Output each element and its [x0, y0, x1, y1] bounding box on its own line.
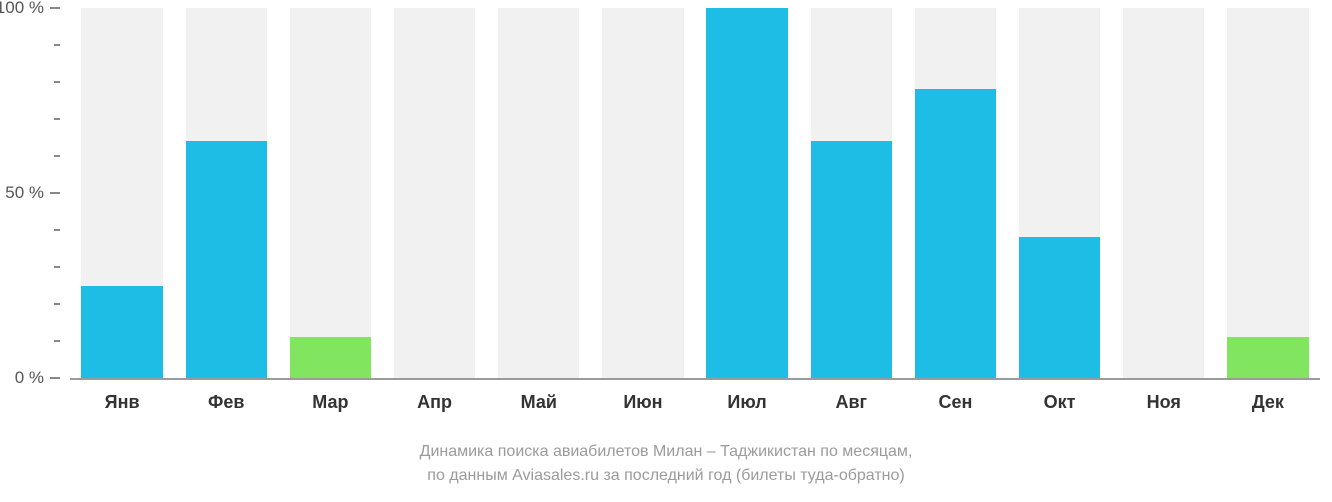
- bar-slot: Май: [498, 8, 579, 378]
- bar-background: [290, 8, 371, 378]
- y-tick-major: 100 %: [0, 0, 60, 18]
- tick-mark-icon: [54, 155, 60, 157]
- bar-background: [1227, 8, 1308, 378]
- bar-value: [81, 286, 162, 379]
- bar-slot: Сен: [915, 8, 996, 378]
- bar-slot: Мар: [290, 8, 371, 378]
- y-tick-label: 100 %: [0, 0, 44, 18]
- x-axis-label: Апр: [417, 392, 452, 413]
- x-axis-label: Мар: [312, 392, 348, 413]
- bar-value: [186, 141, 267, 378]
- x-axis-label: Окт: [1044, 392, 1076, 413]
- y-tick-minor: [54, 44, 60, 46]
- plot-area: Янв Фев Мар Апр Май Июн Июл Авг Сен Окт Ноя Дек: [70, 8, 1320, 378]
- tick-mark-icon: [54, 303, 60, 305]
- bar-background: [602, 8, 683, 378]
- y-tick-minor: [54, 266, 60, 268]
- tick-mark-icon: [54, 118, 60, 120]
- x-axis-label: Ноя: [1147, 392, 1181, 413]
- x-axis-label: Сен: [938, 392, 972, 413]
- x-axis-label: Июл: [727, 392, 766, 413]
- x-axis-baseline: [70, 378, 1320, 380]
- bar-slot: Авг: [811, 8, 892, 378]
- bar-background: [394, 8, 475, 378]
- y-tick-minor: [54, 229, 60, 231]
- bar-value: [1227, 337, 1308, 378]
- caption-line-2: по данным Aviasales.ru за последний год …: [427, 467, 904, 484]
- bar-slot: Апр: [394, 8, 475, 378]
- tick-mark-icon: [54, 81, 60, 83]
- tick-mark-icon: [50, 192, 60, 194]
- y-tick-minor: [54, 303, 60, 305]
- x-axis-label: Авг: [835, 392, 867, 413]
- bar-value: [706, 8, 787, 378]
- x-axis-label: Май: [521, 392, 557, 413]
- bar-slot: Фев: [186, 8, 267, 378]
- y-tick-major: 0 %: [15, 368, 60, 388]
- bar-background: [498, 8, 579, 378]
- bar-slot: Июл: [706, 8, 787, 378]
- chart-caption: Динамика поиска авиабилетов Милан – Тадж…: [0, 440, 1332, 488]
- bar-background: [1123, 8, 1204, 378]
- tick-mark-icon: [54, 340, 60, 342]
- y-tick-minor: [54, 340, 60, 342]
- tick-mark-icon: [54, 229, 60, 231]
- x-axis-label: Янв: [105, 392, 140, 413]
- y-tick-major: 50 %: [5, 183, 60, 203]
- y-tick-label: 50 %: [5, 183, 44, 203]
- bar-value: [915, 89, 996, 378]
- caption-line-1: Динамика поиска авиабилетов Милан – Тадж…: [420, 443, 913, 460]
- tick-mark-icon: [54, 266, 60, 268]
- y-tick-minor: [54, 155, 60, 157]
- y-tick-minor: [54, 118, 60, 120]
- bar-slot: Янв: [81, 8, 162, 378]
- tick-mark-icon: [54, 44, 60, 46]
- bar-value: [1019, 237, 1100, 378]
- bar-value: [811, 141, 892, 378]
- chart: 0 %50 %100 % ЯнвФевМарАпрМайИюнИюлАвгСен…: [0, 0, 1332, 502]
- bar-slot: Дек: [1227, 8, 1308, 378]
- tick-mark-icon: [50, 377, 60, 379]
- x-axis-label: Июн: [623, 392, 662, 413]
- y-tick-minor: [54, 81, 60, 83]
- x-axis-label: Дек: [1252, 392, 1284, 413]
- tick-mark-icon: [50, 7, 60, 9]
- x-axis-label: Фев: [208, 392, 244, 413]
- bar-slot: Ноя: [1123, 8, 1204, 378]
- bar-slot: Окт: [1019, 8, 1100, 378]
- bar-value: [290, 337, 371, 378]
- bar-slot: Июн: [602, 8, 683, 378]
- y-axis: 0 %50 %100 %: [0, 8, 70, 378]
- y-tick-label: 0 %: [15, 368, 44, 388]
